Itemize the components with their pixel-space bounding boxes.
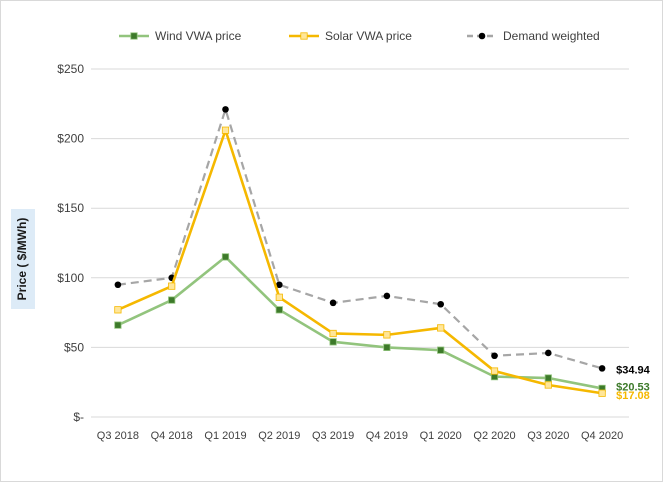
x-tick-label: Q4 2019 xyxy=(366,430,408,442)
y-axis-label-background xyxy=(11,209,35,309)
data-point xyxy=(329,299,337,307)
y-tick-label: $250 xyxy=(57,62,84,76)
legend-item-wind-vwa-price[interactable]: Wind VWA price xyxy=(119,29,242,43)
series-wind-vwa-price xyxy=(114,253,606,393)
x-tick-label: Q2 2020 xyxy=(473,430,515,442)
data-label: $17.08 xyxy=(616,390,650,402)
y-axis-label: Price ( $/MWh) xyxy=(15,218,29,301)
data-point xyxy=(437,324,445,332)
data-point xyxy=(221,253,230,261)
x-tick-label: Q3 2019 xyxy=(312,430,354,442)
legend[interactable]: Wind VWA price Solar VWA price Demand weig… xyxy=(119,29,600,43)
data-point xyxy=(383,292,391,300)
x-tick-label: Q4 2018 xyxy=(151,430,193,442)
series-line-wind-vwa-price xyxy=(117,255,603,390)
x-tick-label: Q1 2020 xyxy=(420,430,462,442)
y-axis-ticks: $- $50 $100 $150 $200 $250 xyxy=(57,62,84,424)
data-point xyxy=(114,306,122,314)
data-point xyxy=(383,331,391,339)
series-demand-weighted xyxy=(114,106,606,372)
series-group xyxy=(114,106,606,397)
data-point xyxy=(490,367,499,375)
x-tick-label: Q3 2020 xyxy=(527,430,569,442)
data-point xyxy=(114,321,122,329)
data-point xyxy=(276,281,283,289)
legend-item-solar-vwa-price[interactable]: Solar VWA price xyxy=(289,29,412,43)
data-point xyxy=(544,374,552,382)
data-point xyxy=(168,282,176,290)
y-tick-label: $100 xyxy=(57,271,84,285)
data-point xyxy=(598,389,606,397)
data-point xyxy=(437,300,445,308)
grid-lines xyxy=(91,68,629,418)
data-point xyxy=(222,106,229,113)
y-tick-label: $150 xyxy=(57,201,84,215)
data-point xyxy=(275,306,283,314)
legend-swatch-marker xyxy=(130,32,138,40)
series-line-demand-weighted xyxy=(117,108,603,370)
legend-label: Solar VWA price xyxy=(325,29,412,43)
y-tick-label: $- xyxy=(73,410,84,424)
data-point xyxy=(221,126,230,134)
end-labels: $34.94 $20.53$17.08 xyxy=(616,364,651,402)
data-point xyxy=(544,381,552,389)
data-point xyxy=(598,365,606,372)
legend-item-demand-weighted[interactable]: Demand weighted xyxy=(467,29,600,43)
x-tick-label: Q3 2018 xyxy=(97,430,139,442)
data-point xyxy=(329,329,337,338)
x-tick-label: Q1 2019 xyxy=(204,430,246,442)
x-tick-label: Q4 2020 xyxy=(581,430,623,442)
x-axis-ticks: Q3 2018 Q4 2018 Q1 2019 Q2 2019 Q3 2019 Q4 20… xyxy=(97,430,623,442)
data-point xyxy=(437,346,445,354)
series-line-solar-vwa-price xyxy=(117,128,603,395)
series-solar-vwa-price xyxy=(114,126,606,397)
data-label: $34.94 xyxy=(616,364,651,376)
legend-swatch-marker xyxy=(478,32,486,40)
y-tick-label: $200 xyxy=(57,132,84,146)
data-point xyxy=(114,281,122,289)
legend-label: Wind VWA price xyxy=(155,29,242,43)
data-point xyxy=(383,343,391,352)
data-point xyxy=(329,338,337,346)
data-point xyxy=(491,352,498,360)
data-label: $20.53 xyxy=(616,381,650,393)
data-point xyxy=(168,296,176,304)
legend-swatch-marker xyxy=(300,32,308,40)
data-point xyxy=(545,349,552,357)
y-tick-label: $50 xyxy=(64,340,84,354)
x-tick-label: Q2 2019 xyxy=(258,430,300,442)
y-axis-label-group: Price ( $/MWh) xyxy=(11,209,35,309)
data-point xyxy=(275,293,283,301)
legend-label: Demand weighted xyxy=(503,29,600,43)
